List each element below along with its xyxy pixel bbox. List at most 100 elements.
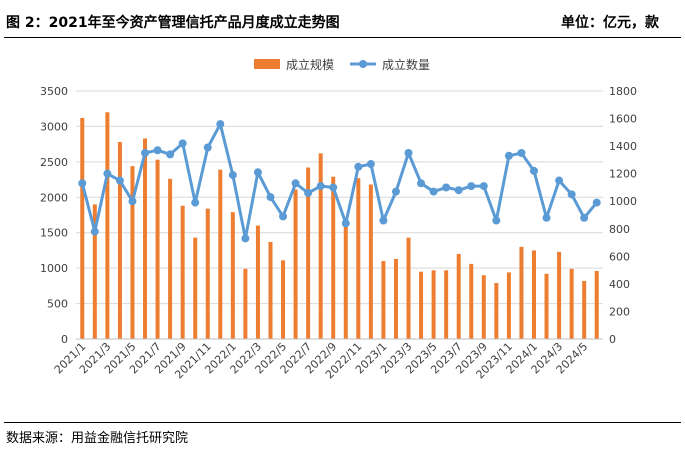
bar-2022/3 <box>255 225 260 339</box>
y-right-tick-label: 200 <box>609 305 630 318</box>
y-left-tick-label: 1500 <box>40 227 68 240</box>
line-point-2022/4 <box>266 193 275 202</box>
line-point-2024/6 <box>592 198 601 207</box>
bar-2022/6 <box>293 189 298 339</box>
line-point-2022/5 <box>279 212 288 221</box>
line-layer <box>78 120 601 243</box>
line-point-2023/9 <box>479 182 488 191</box>
line-point-2023/5 <box>429 187 438 196</box>
y-right-tick-label: 400 <box>609 278 630 291</box>
line-point-2023/10 <box>492 216 501 225</box>
bar-2023/10 <box>494 283 499 339</box>
legend-label-bar: 成立规模 <box>286 57 334 72</box>
bottom-rule <box>4 422 681 423</box>
y-left-tick-label: 2000 <box>40 191 68 204</box>
y-left-tick-label: 2500 <box>40 156 68 169</box>
bar-2021/6 <box>143 138 148 339</box>
bar-2021/12 <box>218 169 223 339</box>
legend-swatch-bar <box>254 59 280 69</box>
line-point-2023/2 <box>391 187 400 196</box>
line-point-2021/6 <box>141 149 150 157</box>
bar-2023/2 <box>393 258 398 339</box>
y-left-tick-label: 1000 <box>40 262 68 275</box>
y-right-tick-label: 1000 <box>609 195 637 208</box>
bar-2021/1 <box>80 117 85 339</box>
y-left-tick-label: 3500 <box>40 85 68 98</box>
line-point-2021/9 <box>178 139 187 148</box>
line-point-2024/5 <box>580 213 589 222</box>
bar-2021/8 <box>168 178 173 339</box>
legend-label-line: 成立数量 <box>382 57 430 72</box>
legend-layer: 成立规模 成立数量 <box>254 57 430 72</box>
bar-2021/2 <box>92 204 97 339</box>
legend-swatch-marker <box>359 60 367 68</box>
line-point-2023/8 <box>467 182 476 191</box>
bar-2021/10 <box>193 237 198 339</box>
y-right-tick-label: 1800 <box>609 85 637 98</box>
bar-2021/11 <box>205 208 210 339</box>
bar-2022/9 <box>331 176 336 339</box>
line-point-2022/1 <box>228 171 237 180</box>
chart-header: 图 2：2021年至今资产管理信托产品月度成立走势图 单位：亿元，款 <box>0 0 685 44</box>
bar-2022/7 <box>306 167 311 339</box>
line-point-2024/3 <box>555 176 564 185</box>
line-point-2024/4 <box>567 190 576 199</box>
line-point-2022/12 <box>366 160 375 169</box>
line-point-2021/12 <box>216 120 225 129</box>
y-left-tick-label: 500 <box>47 298 68 311</box>
line-point-2023/3 <box>404 149 413 157</box>
y-right-tick-label: 800 <box>609 223 630 236</box>
bar-2024/4 <box>569 268 574 339</box>
chart-title: 图 2：2021年至今资产管理信托产品月度成立走势图 <box>6 15 340 31</box>
y-right-tick-label: 1400 <box>609 140 637 153</box>
line-point-2023/1 <box>379 216 388 225</box>
bar-2024/6 <box>594 270 599 339</box>
bar-2023/11 <box>506 272 511 339</box>
bar-2022/11 <box>356 178 361 339</box>
bar-2022/2 <box>243 268 248 339</box>
y-right-tick-label: 0 <box>609 333 616 346</box>
line-point-2021/8 <box>166 150 175 159</box>
bar-2022/12 <box>368 184 373 339</box>
bar-2022/5 <box>281 260 286 339</box>
unit-label: 单位：亿元，款 <box>561 15 659 31</box>
bar-2022/8 <box>318 153 323 339</box>
line-point-2023/11 <box>504 151 513 160</box>
line-point-2021/2 <box>90 227 99 236</box>
line-point-2023/12 <box>517 149 526 157</box>
y-right-tick-label: 1200 <box>609 168 637 181</box>
bar-2021/9 <box>180 205 185 339</box>
line-point-2021/7 <box>153 146 162 155</box>
chart-canvas: 0 500 1000 1500 2000 2500 3000 3500 0 200 400 600 80… <box>40 57 637 381</box>
line-point-2021/4 <box>115 176 124 185</box>
bar-2023/1 <box>381 261 386 339</box>
line-point-2023/4 <box>417 179 426 188</box>
bar-2021/4 <box>117 142 122 339</box>
bar-2022/4 <box>268 241 273 339</box>
line-point-2023/6 <box>442 183 451 192</box>
line-point-2022/6 <box>291 179 300 188</box>
bars-layer <box>80 112 599 339</box>
bar-2023/8 <box>469 263 474 339</box>
bar-2024/1 <box>531 250 536 339</box>
grid-layer <box>76 90 603 305</box>
line-point-2023/7 <box>454 186 463 195</box>
bar-2023/4 <box>419 271 424 339</box>
line-point-2021/3 <box>103 169 112 178</box>
line-point-2022/10 <box>341 219 350 228</box>
bar-2023/5 <box>431 270 436 339</box>
top-rule <box>4 37 681 38</box>
y-right-tick-label: 1600 <box>609 113 637 126</box>
bar-2023/12 <box>519 246 524 339</box>
line-point-2024/1 <box>529 166 538 175</box>
line-point-2022/11 <box>354 162 363 171</box>
bar-2022/1 <box>230 212 235 339</box>
y-left-tick-label: 3000 <box>40 120 68 133</box>
line-point-2021/11 <box>203 143 212 152</box>
line-point-2021/10 <box>191 198 200 207</box>
bar-2024/2 <box>544 273 549 339</box>
line-point-2022/7 <box>304 188 313 197</box>
bar-2021/3 <box>105 112 110 339</box>
bar-2023/6 <box>444 270 449 339</box>
y-right-tick-label: 600 <box>609 250 630 263</box>
